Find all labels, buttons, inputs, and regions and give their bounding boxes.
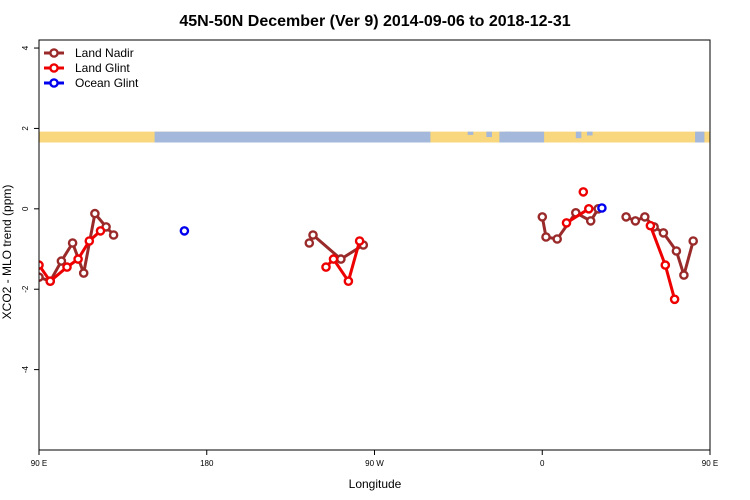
band-ocean-fleck-2 [504,131,511,136]
band-ocean-0 [154,131,431,143]
series-0-line-0 [39,212,115,283]
y-axis-label: XCO2 - MLO trend (ppm) [0,185,14,320]
band-ocean-2 [695,131,705,143]
series-0-point-0-7 [108,230,119,240]
band-ocean-fleck-4 [586,131,593,136]
series-0-point-3-4 [658,228,669,238]
series-1-point-0-1 [45,276,56,287]
y-tick-label-2: 0 [21,206,30,211]
series-0-point-1-0 [304,238,315,248]
y-tick-label-1: 2 [21,126,30,131]
series-0-point-2-1 [541,232,551,242]
series-0-point-0-5 [90,208,100,219]
legend-label-2: Ocean Glint [75,76,139,90]
series-0-point-2-2 [552,234,563,244]
series-0-point-4-1 [725,276,732,283]
legend-marker-2 [49,78,59,88]
legend-marker-1 [49,63,59,73]
series-2-point-1-0 [597,203,607,213]
series-0-point-0-4 [78,268,89,278]
series-group [39,187,750,305]
series-1-point-0-4 [84,236,95,246]
x-tick-label-4: 90 E [702,459,718,468]
series-0-point-3-0 [621,212,631,222]
y-tick-label-3: -2 [21,285,30,293]
series-0-point-2-0 [537,212,548,222]
series-1 [39,187,750,305]
series-1-point-0-3 [73,254,83,264]
series-0-point-3-5 [671,246,682,256]
series-2 [179,203,607,236]
series-0 [39,203,750,287]
series-1-line-5 [731,231,750,281]
series-1-point-4-0 [645,220,656,231]
series-1-point-2-1 [584,203,594,214]
band-ocean-fleck-3 [575,131,582,139]
band-ocean-fleck-0 [467,131,474,135]
series-1-point-5-1 [736,262,743,269]
x-axis: 90 E 180 90 W 0 90 E [31,450,718,468]
series-0-point-0-3 [67,238,78,248]
series-1-point-3-0 [578,187,589,197]
series-1-point-1-1 [328,254,339,264]
series-1-point-2-0 [561,218,572,228]
land-ocean-band [39,131,710,143]
legend-label-1: Land Glint [75,61,130,75]
series-1-point-1-0 [321,262,331,272]
series-0-point-3-7 [688,236,699,246]
series-0-point-0-2 [56,256,67,266]
series-1-point-5-0 [727,249,734,256]
series-1-point-4-1 [660,260,671,270]
series-0-point-3-1 [630,216,641,226]
plot-frame [38,39,711,451]
x-tick-label-1: 180 [200,459,214,468]
series-2-point-0-0 [179,226,190,236]
plot-area [38,39,750,451]
series-0-point-1-1 [308,230,318,240]
band-ocean-fleck-1 [486,131,492,138]
series-0-point-4-2 [738,258,745,265]
x-tick-label-2: 90 W [365,459,384,468]
series-0-point-4-0 [716,274,723,281]
y-axis: 4 2 0 -2 -4 [21,45,39,373]
x-axis-label: Longitude [349,477,402,491]
x-tick-label-0: 90 E [31,459,47,468]
series-1-point-0-5 [95,226,106,236]
y-tick-label-0: 4 [21,45,30,50]
y-tick-label-4: -4 [21,366,30,374]
series-1-point-1-3 [354,236,365,246]
series-1-line-1 [324,240,362,283]
legend-label-0: Land Nadir [75,46,134,60]
series-0-point-3-6 [679,270,689,280]
legend-marker-0 [49,48,59,58]
series-0-point-1-2 [336,254,346,264]
band-ocean-1 [499,131,545,143]
chart-title: 45N-50N December (Ver 9) 2014-09-06 to 2… [179,13,570,30]
series-0-point-2-4 [585,216,596,226]
series-1-point-0-2 [62,262,72,272]
series-1-point-4-2 [669,294,680,305]
x-tick-label-3: 0 [540,459,545,468]
series-0-point-3-2 [640,212,650,222]
series-1-point-1-2 [343,276,354,287]
series-0-line-4 [719,214,750,280]
